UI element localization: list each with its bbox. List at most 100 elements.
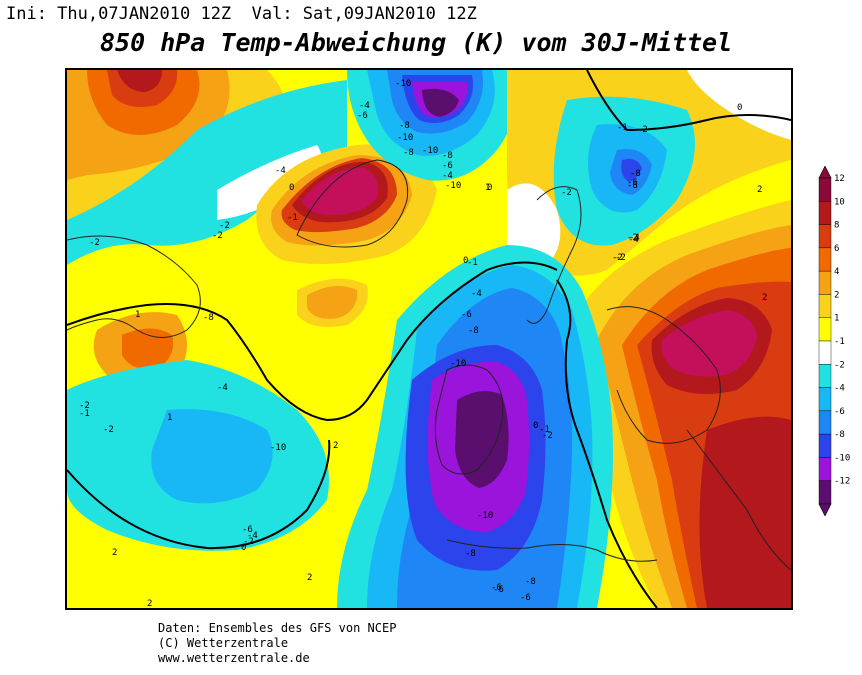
contour-label: -1	[467, 258, 478, 268]
legend-swatches	[818, 165, 832, 517]
legend-label: -4	[834, 384, 845, 394]
credits-url[interactable]: www.wetterzentrale.de	[158, 651, 310, 665]
legend-label: 8	[834, 221, 839, 231]
contour-label: 0	[463, 256, 468, 266]
contour-labels: -10 -6 -4 -8 -10 -8 -10 -8 -6 -4 -10 -6 …	[79, 79, 767, 608]
legend-label: -12	[834, 477, 850, 487]
legend-label: -8	[834, 430, 845, 440]
contour-label: -2	[103, 425, 114, 435]
color-legend-svg: 12 10 8 6 4 2 1 -1 -2 -4 -6 -8 -10 -12	[818, 165, 850, 517]
legend-swatch	[818, 480, 832, 505]
cold-core-scandinavia	[621, 159, 642, 182]
anomaly-map: -10 -6 -4 -8 -10 -8 -10 -8 -6 -4 -10 -6 …	[65, 68, 793, 610]
neutral-canada	[217, 145, 322, 220]
warm-patch-atlantic-2	[307, 286, 358, 319]
legend-label: -6	[834, 407, 845, 417]
legend-label: -2	[834, 360, 845, 370]
legend-label: 2	[834, 290, 839, 300]
legend-label: -1	[834, 337, 845, 347]
contour-label: -10	[397, 133, 413, 143]
credits-copyright: (C) Wetterzentrale	[158, 636, 289, 650]
contour-label: -8	[442, 151, 453, 161]
legend-label: 4	[834, 267, 839, 277]
contour-label: 1	[135, 310, 140, 320]
contour-label: -10	[445, 181, 461, 191]
contour-label: -2	[612, 253, 623, 263]
neutral-ne	[687, 70, 791, 140]
contour-label: -4	[471, 289, 482, 299]
legend-label: 1	[834, 314, 839, 324]
contour-label: -6	[242, 525, 253, 535]
legend-swatch	[818, 317, 832, 342]
coast-europe-east	[606, 306, 721, 444]
coast-nafrica	[446, 539, 658, 562]
legend-swatch	[818, 270, 832, 295]
legend-swatch	[818, 177, 832, 202]
contour-label: -4	[217, 383, 228, 393]
contour-label: -6	[442, 161, 453, 171]
contour-label: -2	[212, 231, 223, 241]
contour-label: -2	[615, 253, 626, 263]
warm-band-south	[67, 540, 337, 608]
contour-label: 2	[762, 293, 767, 303]
contour-label: 2	[757, 185, 762, 195]
zero-contour-4	[586, 70, 791, 132]
contour-label: -8	[203, 313, 214, 323]
credits-data-source: Daten: Ensembles des GFS von NCEP	[158, 621, 397, 635]
contour-label: 1	[167, 413, 172, 423]
contour-label: -4	[247, 531, 258, 541]
zero-contour-3	[556, 279, 658, 608]
contour-label: 2	[147, 599, 152, 608]
contour-label: -4	[275, 166, 286, 176]
legend-swatch	[818, 457, 832, 481]
run-info: Ini: Thu,07JAN2010 12Z Val: Sat,09JAN201…	[6, 4, 477, 24]
contour-label: -1	[539, 425, 550, 435]
contour-label: -2	[561, 188, 572, 198]
contour-label: -2	[243, 537, 254, 547]
contour-label: -10	[395, 79, 411, 89]
contour-label: -6	[493, 585, 504, 595]
contour-label: -6	[627, 181, 638, 191]
contour-label: -6	[357, 111, 368, 121]
contour-label: -10	[450, 359, 466, 369]
cold-region-atlantic-sw-2	[151, 409, 273, 504]
contour-label: -1	[79, 409, 90, 419]
warm-core-nw	[117, 70, 162, 92]
contour-label: -4	[628, 235, 639, 245]
legend-arrow-bottom	[818, 503, 832, 517]
contour-label: -4	[442, 171, 453, 181]
legend-swatch	[818, 201, 832, 225]
warm-core-us	[122, 328, 174, 370]
contour-label: -4	[629, 233, 640, 243]
cold-band-canada	[67, 80, 347, 265]
legend-swatch	[818, 410, 832, 435]
legend-swatch	[818, 364, 832, 388]
contour-label: 2	[333, 441, 338, 451]
anomaly-map-svg: -10 -6 -4 -8 -10 -8 -10 -8 -6 -4 -10 -6 …	[67, 70, 791, 608]
neutral-scandinavia	[507, 183, 561, 266]
contour-label: -8	[468, 326, 479, 336]
legend-labels: 12 10 8 6 4 2 1 -1 -2 -4 -6 -8 -10 -12	[834, 174, 850, 487]
contour-label: -1	[617, 123, 628, 133]
contour-label: -6	[627, 178, 638, 188]
contour-label: -6	[491, 583, 502, 593]
legend-label: -10	[834, 453, 850, 463]
contour-label: 2	[307, 573, 312, 583]
contour-label: -1	[287, 213, 298, 223]
contour-label: -8	[630, 169, 641, 179]
warm-peak-east	[661, 310, 757, 377]
coast-scandinavia	[526, 186, 582, 324]
warm-core-se	[699, 416, 791, 608]
contour-label: -10	[477, 511, 493, 521]
coast-na	[67, 235, 201, 338]
contour-label: -8	[465, 549, 476, 559]
legend-swatch	[818, 294, 832, 318]
contour-label: -8	[525, 577, 536, 587]
contour-label: 0	[487, 183, 492, 193]
cold-core-europe	[455, 391, 509, 488]
cold-core-arctic	[422, 88, 459, 117]
coast-iberia-france	[434, 364, 504, 475]
contour-label: -2	[219, 221, 230, 231]
coast-mideast	[686, 429, 791, 571]
zero-contour-1	[67, 261, 558, 422]
